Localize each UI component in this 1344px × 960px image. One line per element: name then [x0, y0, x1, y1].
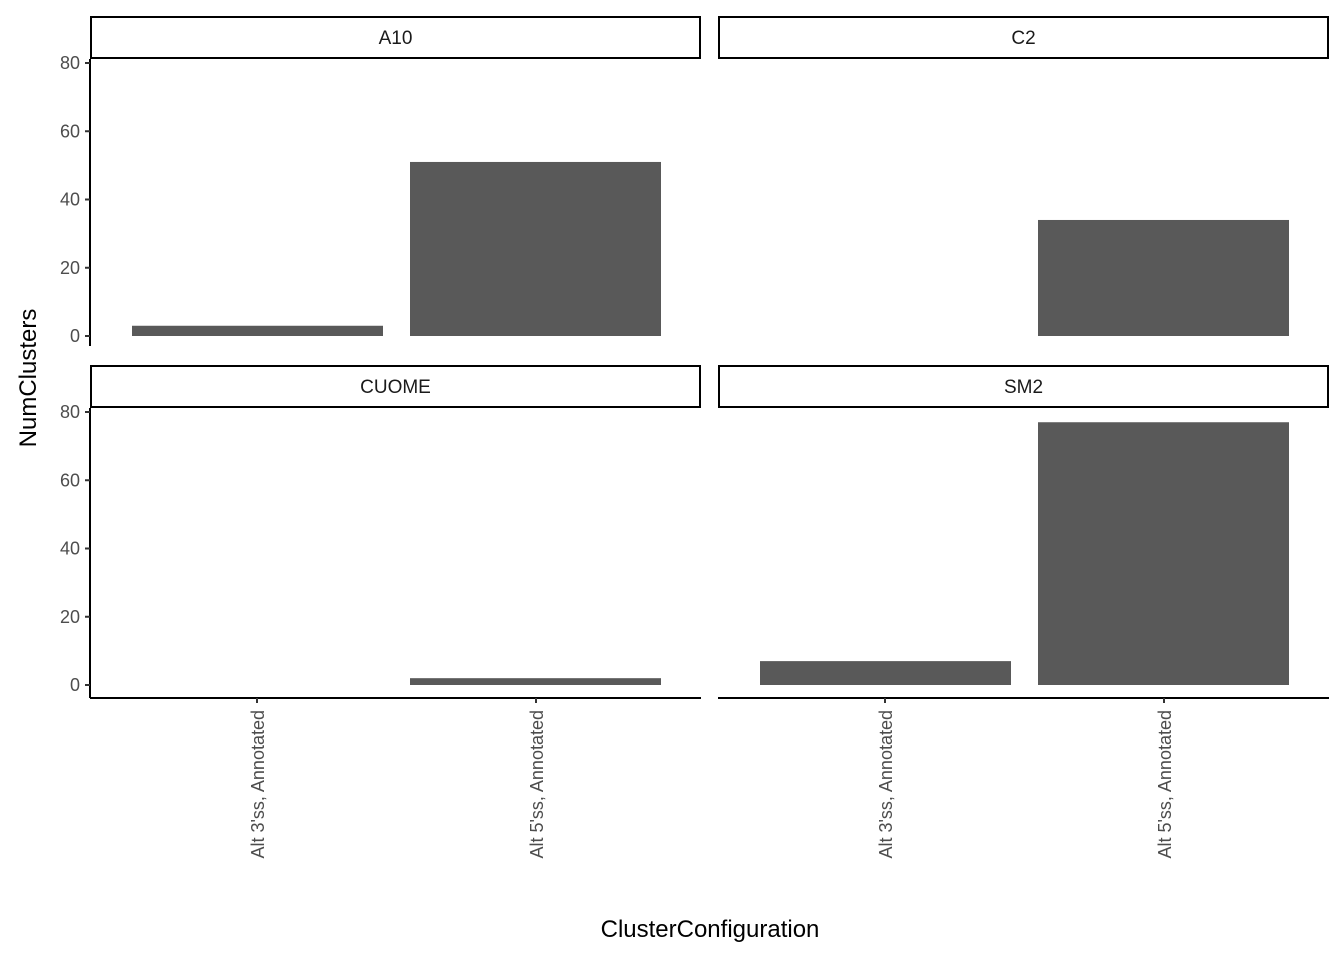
- y-axis-title: NumClusters: [15, 309, 42, 448]
- facet-label: SM2: [1004, 377, 1043, 398]
- facet-strip: [718, 16, 1329, 59]
- bar: [1038, 219, 1289, 336]
- y-tick-label: 40: [60, 539, 80, 559]
- facet-strip: [90, 16, 701, 59]
- facet-strip: [90, 365, 701, 408]
- facet-strip: [718, 365, 1329, 408]
- y-tick-label: 60: [60, 121, 80, 141]
- y-tick-label: 60: [60, 470, 80, 490]
- y-tick-label: 0: [70, 326, 80, 346]
- facet-label: CUOME: [360, 377, 431, 398]
- y-tick-label: 40: [60, 190, 80, 210]
- y-tick-label: 0: [70, 675, 80, 695]
- bar: [760, 661, 1011, 685]
- bar: [410, 161, 661, 336]
- y-tick-label: 80: [60, 53, 80, 73]
- facet-label: A10: [379, 28, 413, 49]
- y-tick-label: 20: [60, 258, 80, 278]
- bar: [132, 325, 383, 336]
- bar: [410, 678, 661, 685]
- y-tick-label: 80: [60, 402, 80, 422]
- y-tick-label: 20: [60, 607, 80, 627]
- x-tick-label: Alt 5'ss, Annotated: [527, 710, 547, 859]
- x-axis-title: ClusterConfiguration: [601, 916, 820, 943]
- x-tick-label: Alt 5'ss, Annotated: [1155, 710, 1175, 859]
- bar: [1038, 422, 1289, 685]
- x-tick-label: Alt 3'ss, Annotated: [248, 710, 268, 859]
- facet-label: C2: [1011, 28, 1035, 49]
- x-tick-label: Alt 3'ss, Annotated: [876, 710, 896, 859]
